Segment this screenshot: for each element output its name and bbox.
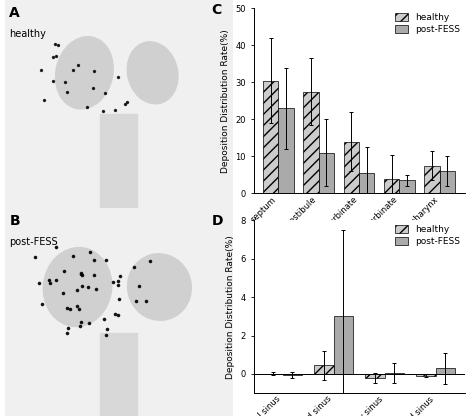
- Bar: [303, 92, 319, 193]
- Point: [111, 106, 118, 113]
- Bar: [283, 374, 302, 375]
- Point: [77, 270, 84, 277]
- Point: [38, 301, 46, 307]
- Point: [90, 272, 98, 279]
- Y-axis label: Deposition Distribution Rate(%): Deposition Distribution Rate(%): [221, 29, 230, 173]
- Point: [86, 249, 94, 255]
- Text: B: B: [9, 214, 20, 228]
- Point: [61, 267, 68, 274]
- Text: post-FESS: post-FESS: [9, 237, 58, 247]
- Text: D: D: [211, 213, 223, 228]
- Point: [64, 325, 72, 332]
- Text: healthy: healthy: [9, 29, 46, 39]
- Bar: [384, 178, 399, 193]
- Point: [142, 298, 149, 305]
- Point: [77, 322, 84, 329]
- Point: [40, 97, 48, 103]
- Bar: [344, 141, 359, 193]
- Point: [79, 271, 86, 278]
- Ellipse shape: [128, 42, 178, 104]
- Point: [46, 277, 53, 283]
- Point: [78, 319, 85, 326]
- Point: [90, 257, 98, 263]
- Legend: healthy, post-FESS: healthy, post-FESS: [395, 225, 460, 246]
- Point: [49, 54, 57, 61]
- Legend: healthy, post-FESS: healthy, post-FESS: [395, 13, 460, 34]
- Point: [111, 311, 118, 317]
- Point: [35, 279, 43, 286]
- Point: [69, 253, 77, 259]
- Bar: [416, 374, 436, 376]
- Point: [100, 316, 108, 322]
- Bar: [439, 171, 455, 193]
- Point: [85, 319, 93, 326]
- Point: [52, 243, 60, 250]
- Point: [67, 306, 74, 312]
- Point: [52, 41, 59, 47]
- Y-axis label: Deposition Distribution Rate(%): Deposition Distribution Rate(%): [226, 235, 235, 379]
- Point: [102, 257, 109, 263]
- Point: [123, 99, 131, 105]
- Point: [77, 270, 85, 277]
- Point: [78, 283, 85, 290]
- Point: [62, 79, 69, 86]
- Point: [93, 286, 100, 293]
- Point: [114, 74, 121, 80]
- Ellipse shape: [128, 254, 191, 320]
- Point: [115, 295, 122, 302]
- Point: [52, 276, 60, 283]
- Point: [74, 61, 82, 68]
- Point: [52, 52, 59, 59]
- Point: [37, 67, 45, 74]
- Point: [114, 311, 122, 318]
- Point: [122, 101, 129, 108]
- Bar: [279, 108, 294, 193]
- Point: [63, 89, 70, 96]
- Point: [46, 280, 54, 287]
- Point: [103, 332, 110, 339]
- Point: [132, 297, 140, 304]
- Ellipse shape: [55, 37, 113, 109]
- Bar: [319, 153, 334, 193]
- Point: [84, 284, 91, 290]
- Point: [83, 104, 91, 111]
- Point: [114, 281, 122, 288]
- Ellipse shape: [43, 248, 112, 327]
- Bar: [334, 317, 353, 374]
- Point: [102, 90, 109, 97]
- Point: [63, 305, 70, 311]
- Point: [146, 258, 154, 265]
- Bar: [314, 365, 334, 374]
- Point: [114, 277, 121, 284]
- Point: [73, 302, 81, 309]
- Bar: [263, 81, 279, 193]
- Point: [100, 108, 107, 114]
- Point: [64, 329, 71, 336]
- Bar: [384, 373, 404, 374]
- Point: [103, 326, 110, 333]
- Point: [60, 290, 67, 296]
- Bar: [436, 368, 455, 374]
- Bar: [359, 173, 374, 193]
- Point: [69, 67, 77, 73]
- Text: C: C: [211, 3, 222, 17]
- Point: [73, 287, 81, 294]
- Point: [130, 264, 137, 270]
- Point: [49, 78, 57, 84]
- Point: [116, 272, 124, 279]
- Point: [109, 278, 117, 285]
- Bar: [424, 166, 439, 193]
- Point: [31, 253, 39, 260]
- Point: [136, 283, 143, 290]
- Point: [55, 42, 62, 49]
- Bar: [399, 181, 415, 193]
- Bar: [365, 374, 384, 378]
- Point: [76, 306, 83, 312]
- Text: A: A: [9, 6, 20, 20]
- Point: [90, 68, 97, 74]
- Point: [90, 84, 97, 91]
